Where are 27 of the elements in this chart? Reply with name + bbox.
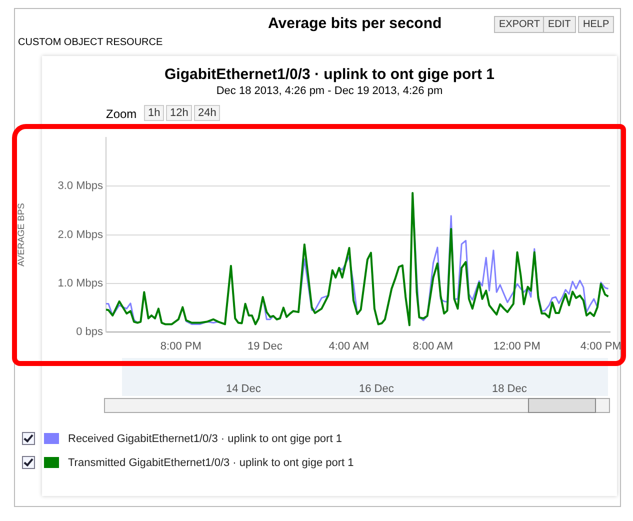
x-tick-label: 8:00 AM (412, 340, 454, 353)
text: 18 Dec (492, 383, 527, 395)
text: HELP (578, 16, 614, 33)
chart-subtitle: Dec 18 2013, 4:26 pm - Dec 19 2013, 4:26 pm (215, 85, 444, 97)
legend-label: Received GigabitEthernet1/0/3 · uplink to ont gige port 1 (68, 432, 342, 444)
text: 24h (194, 105, 220, 121)
x-tick-label: 19 Dec (247, 340, 283, 353)
y-tick-label: 1.0 Mbps (58, 277, 104, 290)
legend-label: Transmitted GigabitEthernet1/0/3 · uplink to ont gige port 1 (68, 456, 354, 468)
text: 12h (166, 105, 192, 121)
y-axis-title: AVERAGE BPS (16, 203, 26, 266)
x-tick-label: 12:00 PM (493, 340, 540, 353)
text: CUSTOM OBJECT RESOURCE (18, 37, 163, 48)
text: Zoom (106, 107, 137, 121)
x-tick-label: 8:00 PM (160, 340, 202, 353)
x-tick-label: 4:00 AM (328, 340, 370, 353)
x-tick-label: 4:00 PM (580, 340, 622, 353)
text: Average bits per second (268, 15, 442, 32)
y-tick-label: 3.0 Mbps (58, 180, 104, 192)
text: 16 Dec (359, 383, 394, 395)
text: EXPORT (494, 16, 545, 33)
text: EDIT (543, 16, 576, 33)
chart-title: GigabitEthernet1/0/3 · uplink to ont gige port 1 (163, 66, 496, 83)
y-tick-label: 2.0 Mbps (58, 228, 104, 241)
y-tick-label: 0 bps (76, 326, 104, 338)
text: 14 Dec (226, 383, 261, 395)
text: 1h (144, 105, 164, 121)
